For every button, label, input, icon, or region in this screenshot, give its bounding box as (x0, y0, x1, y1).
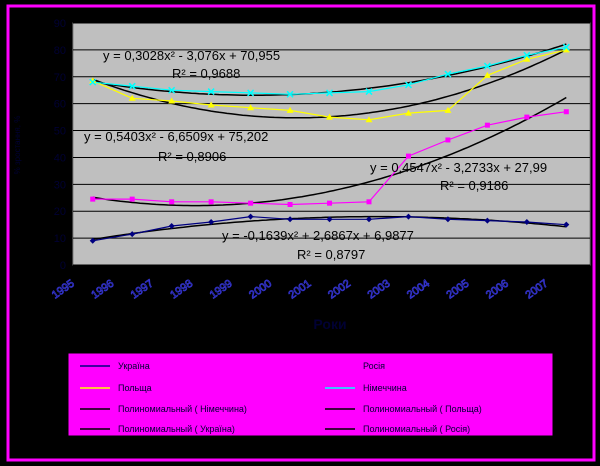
data-point (248, 200, 254, 206)
trend-equation: y = 0,4547x² - 3,2733x + 27,99 (370, 160, 547, 175)
data-point (247, 213, 254, 220)
data-point (523, 55, 531, 62)
legend-label: Польща (118, 383, 152, 393)
data-point (168, 86, 176, 94)
y-tick-label: 30 (54, 179, 66, 191)
trend-equations: y = 0,3028x² - 3,076x + 70,955 R² = 0,968… (84, 48, 547, 262)
y-tick-label: 10 (54, 233, 66, 245)
data-point (444, 70, 452, 78)
data-point (405, 153, 411, 159)
data-point (405, 213, 412, 220)
data-point (404, 81, 412, 89)
data-point (287, 216, 294, 223)
data-point (365, 88, 373, 96)
trend-r-squared: R² = 0,8797 (297, 247, 365, 262)
markers (89, 43, 570, 244)
y-tick-label: 20 (54, 206, 66, 218)
y-tick-label: 70 (54, 72, 66, 84)
data-point (89, 78, 97, 86)
data-point (365, 116, 373, 123)
data-point (562, 46, 570, 53)
trend-equation: y = -0,1639x² + 2,6867x + 6,9877 (222, 228, 414, 243)
y-axis-label: % зростання, % (13, 116, 22, 175)
data-point (207, 101, 215, 108)
legend-label: Полиномиальный ( Україна) (118, 424, 235, 434)
data-point (247, 104, 255, 111)
legend-label: Полиномиальный ( Німеччина) (118, 404, 247, 414)
data-point (445, 137, 451, 143)
data-point (168, 223, 175, 230)
data-point (326, 216, 333, 223)
data-point (327, 200, 333, 206)
data-point (129, 231, 136, 238)
data-point (129, 196, 135, 202)
data-point (484, 122, 490, 128)
data-point (247, 89, 255, 97)
data-point (89, 77, 97, 84)
legend-label: Полиномиальный ( Росія) (363, 424, 470, 434)
data-point (563, 109, 569, 115)
data-point (483, 71, 491, 78)
data-point (128, 82, 136, 90)
data-point (365, 216, 372, 223)
y-tick-label: 90 (54, 18, 66, 30)
trend-equation: y = 0,3028x² - 3,076x + 70,955 (103, 48, 280, 63)
y-tick-label: 60 (54, 99, 66, 111)
data-point (169, 199, 175, 205)
data-point (128, 94, 136, 101)
plot-area (72, 22, 591, 266)
data-point (208, 199, 214, 205)
data-point (444, 216, 451, 223)
data-point (207, 88, 215, 96)
data-point (168, 97, 176, 104)
data-point (326, 113, 334, 120)
y-tick-label: 0 (60, 260, 66, 272)
data-point (524, 114, 530, 120)
trendline (92, 96, 567, 207)
data-point (286, 90, 294, 98)
legend-label: Росія (363, 361, 385, 371)
legend: Україна Росія Польща Німеччина Полиномиальны… (80, 361, 482, 434)
data-point (90, 196, 96, 202)
trend-equation: y = 0,5403x² - 6,6509x + 75,202 (84, 129, 268, 144)
data-point (208, 218, 215, 225)
data-point (563, 221, 570, 228)
data-point (366, 199, 372, 205)
y-axis-ticks: 0 10 20 30 40 50 60 70 80 90 (54, 18, 66, 272)
data-point (523, 51, 531, 59)
data-point (404, 109, 412, 116)
y-tick-label: 80 (54, 45, 66, 57)
legend-label: Німеччина (363, 383, 407, 393)
data-point (325, 89, 334, 97)
data-point (89, 237, 96, 244)
y-tick-label: 40 (54, 152, 66, 164)
legend-label: Полиномиальный ( Польща) (363, 404, 482, 414)
data-point (483, 62, 491, 70)
data-point (523, 218, 530, 225)
legend-box (67, 352, 554, 437)
data-point (286, 106, 294, 113)
trend-r-squared: R² = 0,9186 (440, 178, 508, 193)
y-tick-label: 50 (54, 126, 66, 138)
data-point (484, 217, 491, 224)
data-point (562, 43, 570, 51)
trend-r-squared: R² = 0,8906 (158, 149, 226, 164)
data-point (444, 106, 452, 113)
x-axis-label: Роки (313, 316, 346, 332)
legend-label: Україна (118, 361, 150, 371)
trend-r-squared: R² = 0,9688 (172, 66, 240, 81)
data-point (287, 202, 293, 207)
grid (73, 22, 590, 266)
